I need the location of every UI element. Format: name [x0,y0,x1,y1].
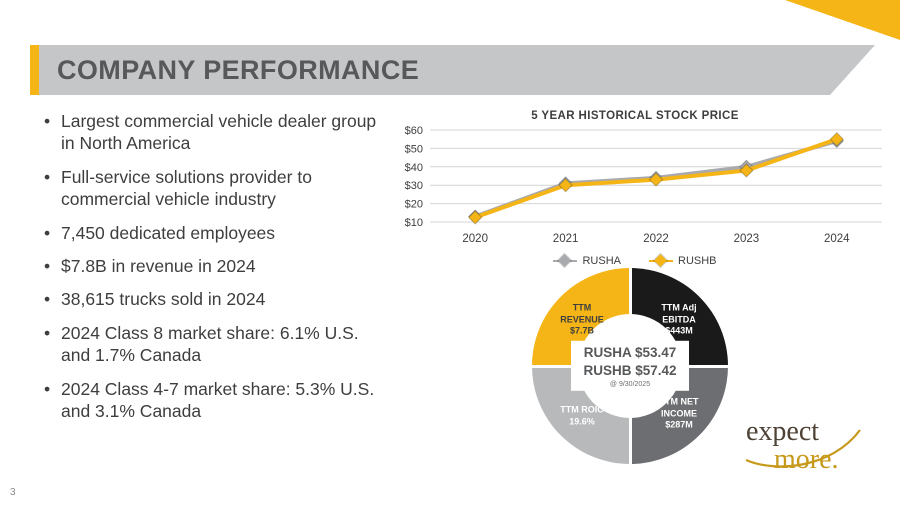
legend-item-rusha: RUSHA [553,254,621,267]
svg-text:2021: 2021 [553,233,579,245]
stock-chart-svg: $10 $20 $30 $40 $50 $60 2020 2021 2022 2023 2024 [405,125,882,245]
diamond-marker [648,172,664,187]
legend-label: RUSHA [582,255,621,267]
legend-label: RUSHB [678,255,717,267]
stock-chart-title: 5 YEAR HISTORICAL STOCK PRICE [531,110,739,122]
financial-summary-donut: TTM REVENUE $7.7B TTM Adj EBITDA $443M T… [532,268,728,464]
page-number: 3 [10,487,16,498]
stock-price-chart: 5 YEAR HISTORICAL STOCK PRICE $10 $20 $30 $… [385,110,885,267]
diamond-marker [467,210,483,225]
svg-text:$30: $30 [405,180,423,192]
corner-accent-triangle [785,0,900,40]
svg-text:$50: $50 [405,143,423,155]
title-accent-bar [30,45,39,95]
bullet-item: Full-service solutions provider to comme… [42,166,380,211]
page-title: COMPANY PERFORMANCE [57,54,420,85]
legend-item-rushb: RUSHB [649,254,717,267]
legend-diamond-icon [553,254,578,267]
svg-text:$60: $60 [405,125,423,137]
donut-center: RUSHA $53.47 RUSHB $57.42 @ 9/30/2025 [571,340,689,392]
svg-text:2020: 2020 [462,233,488,245]
series-rushb [467,131,845,225]
rushb-share-price: RUSHB $57.42 [583,363,677,378]
svg-text:2024: 2024 [824,233,850,245]
expect-more-logo: expect more. [740,418,866,484]
price-as-of-date: @ 9/30/2025 [609,381,651,389]
donut-chart: TTM REVENUE $7.7B TTM Adj EBITDA $443M T… [532,268,728,464]
title-banner: COMPANY PERFORMANCE [30,45,875,95]
stock-chart-legend: RUSHA RUSHB [385,254,885,267]
x-axis-labels: 2020 2021 2022 2023 2024 [462,233,850,245]
legend-diamond-icon [649,254,673,267]
bullet-item: 2024 Class 4-7 market share: 5.3% U.S. a… [42,378,380,423]
diamond-marker [739,163,754,178]
svg-text:$40: $40 [405,162,423,174]
svg-text:$10: $10 [405,217,423,229]
diamond-marker [829,131,845,147]
donut-label-ttm-revenue: TTM REVENUE $7.7B [560,302,604,336]
logo-text-expect: expect [746,416,820,447]
bullet-item: $7.8B in revenue in 2024 [42,255,380,278]
svg-text:2023: 2023 [734,233,760,245]
svg-text:2022: 2022 [643,233,669,245]
donut-label-ttm-roic: TTM ROIC 19.6% [560,404,604,426]
logo-text-more: more. [774,444,839,475]
diamond-marker [558,177,573,193]
bullet-item: 7,450 dedicated employees [42,222,380,245]
donut-label-ttm-net-income: TTM NET INCOME $287M [659,396,699,430]
bullet-list: Largest commercial vehicle dealer group … [42,110,380,433]
gridlines: $10 $20 $30 $40 $50 $60 [405,125,882,229]
svg-text:$20: $20 [405,199,423,211]
bullet-item: 2024 Class 8 market share: 6.1% U.S. and… [42,322,380,367]
logo-swoosh-icon [745,429,861,468]
donut-label-ttm-adj-ebitda: TTM Adj EBITDA $443M [661,302,697,336]
bullet-item: 38,615 trucks sold in 2024 [42,288,380,311]
bullet-item: Largest commercial vehicle dealer group … [42,110,380,155]
rusha-share-price: RUSHA $53.47 [583,344,677,360]
